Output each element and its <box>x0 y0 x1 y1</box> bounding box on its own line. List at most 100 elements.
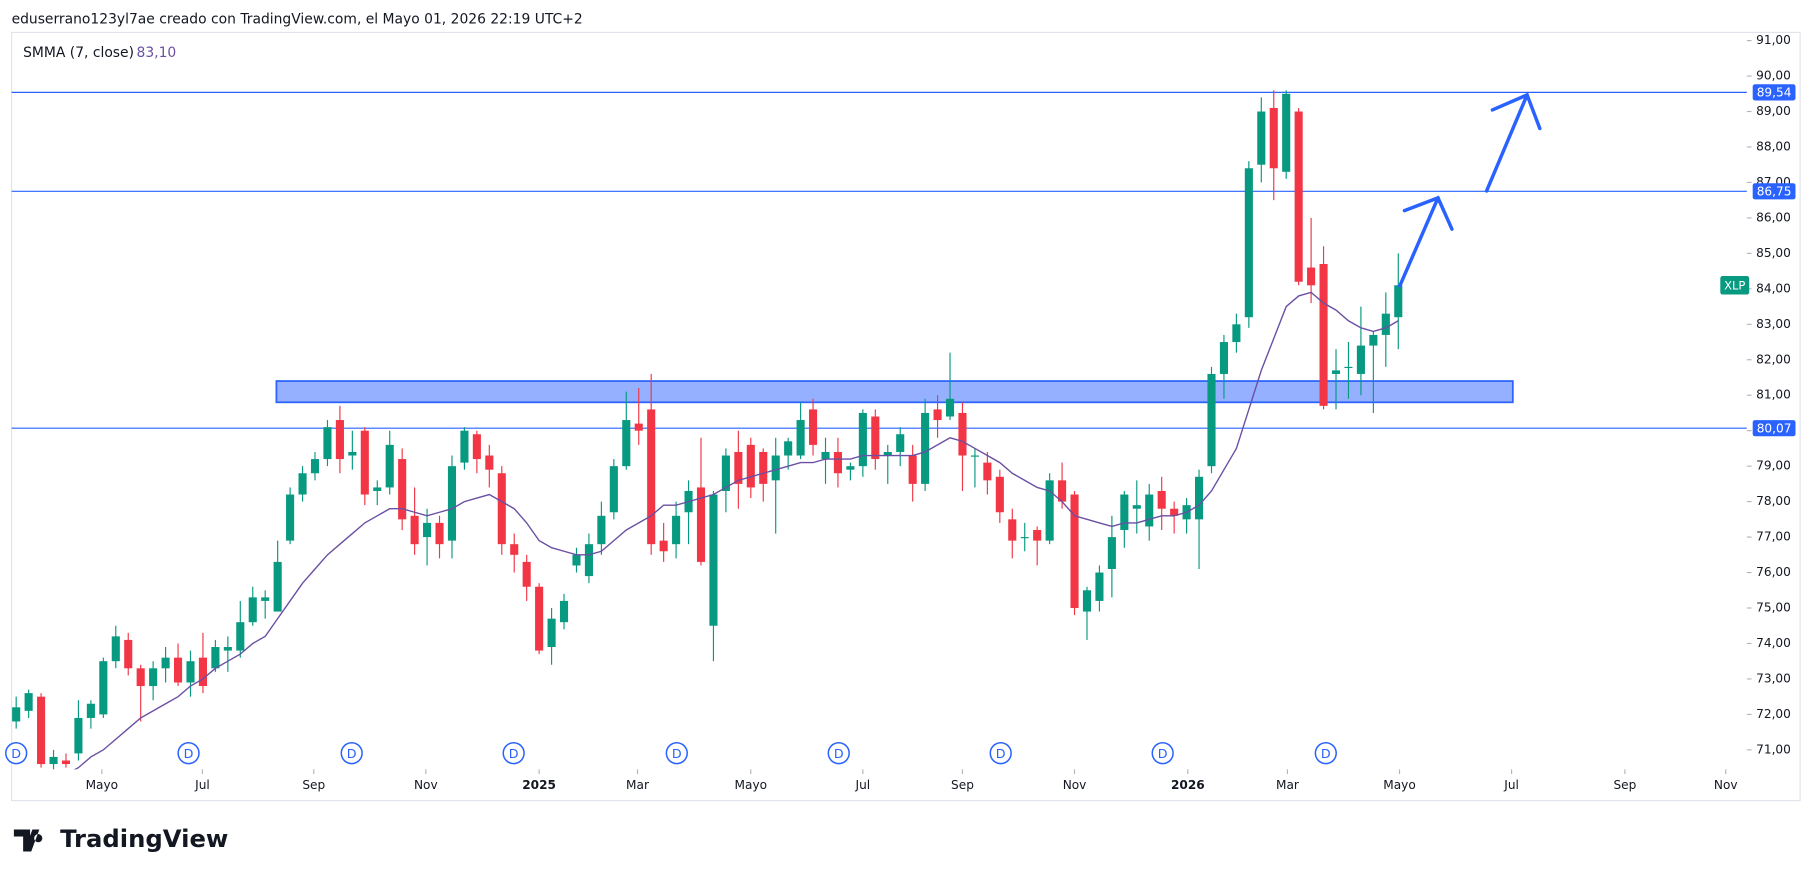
x-tick-label: Nov <box>1063 778 1087 792</box>
candle-body <box>833 451 843 474</box>
plot-area <box>11 90 1747 770</box>
logo-icon <box>13 829 43 852</box>
arrow <box>1398 196 1440 288</box>
y-tick-label: 75,00 <box>1756 601 1791 615</box>
candle-body <box>161 657 170 669</box>
candle-body <box>709 494 718 626</box>
dividend-label: D <box>184 746 194 761</box>
dividend-label: D <box>347 746 357 761</box>
candle-body <box>1107 537 1116 569</box>
dividend-label: D <box>996 746 1006 761</box>
candle-body <box>1145 494 1154 527</box>
candle-body <box>958 412 967 456</box>
y-tick-label: 86,00 <box>1756 210 1791 224</box>
smma-line <box>73 291 1399 770</box>
candle-body <box>1232 324 1241 343</box>
candle-body <box>460 430 469 463</box>
candle-body <box>547 618 556 648</box>
price-label: 80,07 <box>1757 421 1792 435</box>
candle-body <box>485 455 494 470</box>
candle-body <box>186 661 195 683</box>
y-tick-label: 74,00 <box>1756 636 1791 650</box>
dividend-markers: D D D D D D D D D <box>5 742 1337 765</box>
candle-body <box>149 668 158 687</box>
y-tick-label: 88,00 <box>1756 139 1791 153</box>
price-label-box <box>1752 183 1796 200</box>
candle-body <box>1269 107 1278 169</box>
candle-body <box>908 455 917 484</box>
candle-body <box>173 657 183 683</box>
candle-body <box>746 444 755 488</box>
y-tick-label: 71,00 <box>1756 742 1791 756</box>
candle-body <box>360 430 369 495</box>
y-tick-label: 83,00 <box>1756 317 1791 331</box>
arrow <box>1484 93 1529 193</box>
candle-body <box>447 466 457 541</box>
x-tick-label: Mar <box>1276 778 1299 792</box>
y-tick-label: 78,00 <box>1756 494 1791 508</box>
candle-body <box>335 420 344 460</box>
dividend-label: D <box>509 746 519 761</box>
candle-body <box>846 466 855 470</box>
candle-body <box>970 455 979 457</box>
candle-body <box>1319 264 1328 406</box>
candle-body <box>223 647 232 651</box>
candle-body <box>597 515 606 545</box>
dividend-label: D <box>11 746 21 761</box>
candle-body <box>622 420 631 467</box>
candle-body <box>373 487 382 491</box>
x-tick-label: Sep <box>302 778 325 792</box>
candle-body <box>74 717 83 754</box>
candle-body <box>1058 480 1067 502</box>
candle-body <box>858 412 867 467</box>
candle-body <box>634 423 643 431</box>
x-tick-label: Mayo <box>735 778 768 792</box>
y-tick-label: 72,00 <box>1756 707 1791 721</box>
candle-body <box>609 466 618 513</box>
price-label-box <box>1752 420 1796 437</box>
candle-body <box>995 476 1004 513</box>
dividend-marker: D <box>1151 742 1174 765</box>
candle-body <box>1331 370 1341 374</box>
x-tick-label: Mar <box>626 778 649 792</box>
dividend-marker: D <box>502 742 525 765</box>
candle-body <box>1369 334 1378 346</box>
candle-body <box>871 416 880 460</box>
x-tick-label: Sep <box>951 778 974 792</box>
candle-body <box>659 540 668 552</box>
footer-logo: TradingView <box>13 824 228 853</box>
candle-body <box>784 441 793 456</box>
candle-body <box>1207 373 1216 467</box>
dividend-marker: D <box>340 742 363 765</box>
candle-body <box>410 515 419 545</box>
candle-body <box>1356 345 1365 374</box>
candle-body <box>883 451 892 456</box>
candle-body <box>771 455 780 481</box>
arrows <box>1398 92 1542 288</box>
candle-body <box>472 434 481 460</box>
candle-body <box>261 597 270 601</box>
price-label: 89,54 <box>1757 85 1792 99</box>
candle-body <box>236 622 245 651</box>
candle-body <box>921 412 930 484</box>
candle-body <box>759 451 768 484</box>
x-tick-label: Jul <box>1503 778 1519 792</box>
candle-body <box>1394 285 1403 318</box>
y-tick-label: 76,00 <box>1756 565 1791 579</box>
y-tick-label: 77,00 <box>1756 530 1791 544</box>
candle-body <box>423 522 432 538</box>
candle-body <box>1008 519 1017 541</box>
candle-body <box>273 561 282 612</box>
candle-body <box>896 434 905 452</box>
candle-body <box>1194 476 1204 520</box>
candle-body <box>672 515 681 545</box>
candle-body <box>535 586 544 651</box>
candle-body <box>696 487 706 562</box>
x-tick-label: Mayo <box>86 778 119 792</box>
x-tick-label: Sep <box>1613 778 1636 792</box>
y-tick-label: 90,00 <box>1756 69 1791 83</box>
candle-body <box>647 409 656 545</box>
candle-body <box>821 451 830 460</box>
price-label-box <box>1752 84 1796 101</box>
